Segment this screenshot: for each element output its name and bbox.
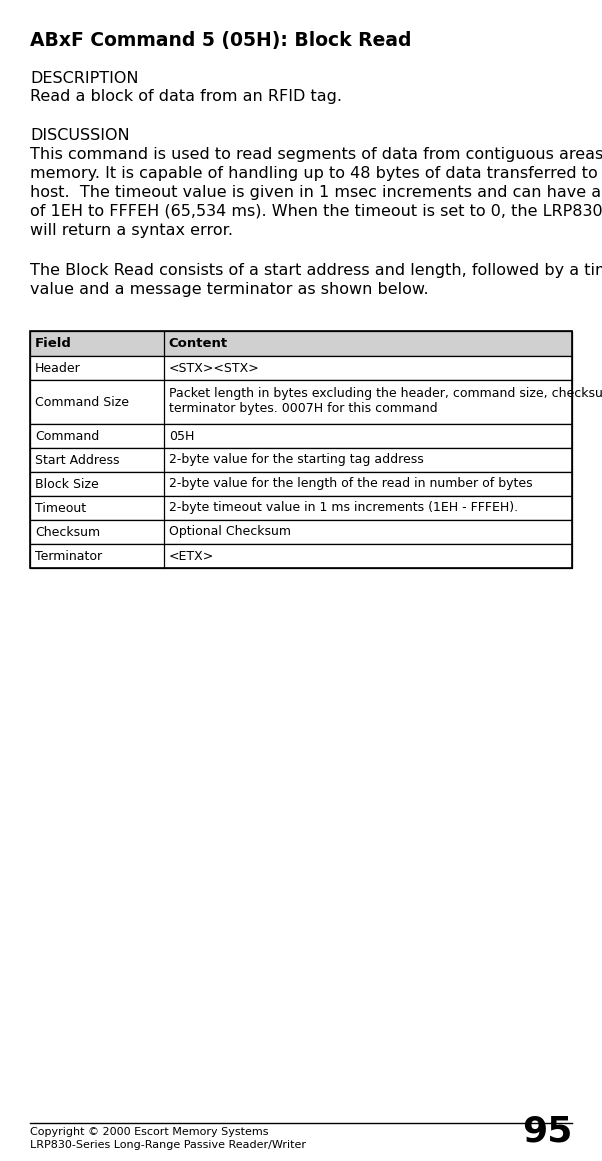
Text: Checksum: Checksum (35, 526, 100, 539)
Text: The Block Read consists of a start address and length, followed by a timeout: The Block Read consists of a start addre… (30, 264, 602, 277)
Text: Command Size: Command Size (35, 396, 129, 409)
Text: This command is used to read segments of data from contiguous areas of tag: This command is used to read segments of… (30, 147, 602, 163)
Text: DISCUSSION: DISCUSSION (30, 128, 129, 143)
Text: Block Size: Block Size (35, 477, 99, 490)
Text: 2-byte value for the starting tag address: 2-byte value for the starting tag addres… (169, 454, 424, 467)
Bar (30, 496, 572, 520)
Text: value and a message terminator as shown below.: value and a message terminator as shown … (30, 282, 429, 297)
Text: DESCRIPTION: DESCRIPTION (30, 71, 138, 86)
Text: Header: Header (35, 361, 81, 375)
Bar (30, 473, 572, 496)
Text: memory. It is capable of handling up to 48 bytes of data transferred to the: memory. It is capable of handling up to … (30, 166, 602, 181)
Text: <STX><STX>: <STX><STX> (169, 361, 259, 375)
Text: of 1EH to FFFEH (65,534 ms). When the timeout is set to 0, the LRP830: of 1EH to FFFEH (65,534 ms). When the ti… (30, 204, 602, 219)
Bar (30, 331, 572, 356)
Text: 95: 95 (521, 1115, 572, 1149)
Text: will return a syntax error.: will return a syntax error. (30, 223, 233, 238)
Text: Command: Command (35, 430, 99, 442)
Text: LRP830-Series Long-Range Passive Reader/Writer: LRP830-Series Long-Range Passive Reader/… (30, 1140, 306, 1151)
Text: terminator bytes. 0007H for this command: terminator bytes. 0007H for this command (169, 402, 438, 414)
Bar (30, 356, 572, 380)
Bar (30, 424, 572, 448)
Text: 2-byte value for the length of the read in number of bytes: 2-byte value for the length of the read … (169, 477, 533, 490)
Bar (30, 545, 572, 568)
Bar (30, 380, 572, 424)
Text: <ETX>: <ETX> (169, 549, 214, 562)
Text: Timeout: Timeout (35, 502, 86, 514)
Text: Packet length in bytes excluding the header, command size, checksum and: Packet length in bytes excluding the hea… (169, 387, 602, 401)
Text: Content: Content (169, 337, 228, 349)
Bar (30, 520, 572, 545)
Text: Terminator: Terminator (35, 549, 102, 562)
Bar (30, 331, 572, 568)
Text: 2-byte timeout value in 1 ms increments (1EH - FFFEH).: 2-byte timeout value in 1 ms increments … (169, 502, 518, 514)
Text: host.  The timeout value is given in 1 msec increments and can have a value: host. The timeout value is given in 1 ms… (30, 185, 602, 200)
Bar (30, 448, 572, 473)
Text: Optional Checksum: Optional Checksum (169, 526, 291, 539)
Text: Read a block of data from an RFID tag.: Read a block of data from an RFID tag. (30, 89, 342, 104)
Text: 05H: 05H (169, 430, 194, 442)
Text: ABxF Command 5 (05H): Block Read: ABxF Command 5 (05H): Block Read (30, 31, 412, 50)
Text: Copyright © 2000 Escort Memory Systems: Copyright © 2000 Escort Memory Systems (30, 1127, 268, 1137)
Text: Start Address: Start Address (35, 454, 120, 467)
Text: Field: Field (35, 337, 72, 349)
